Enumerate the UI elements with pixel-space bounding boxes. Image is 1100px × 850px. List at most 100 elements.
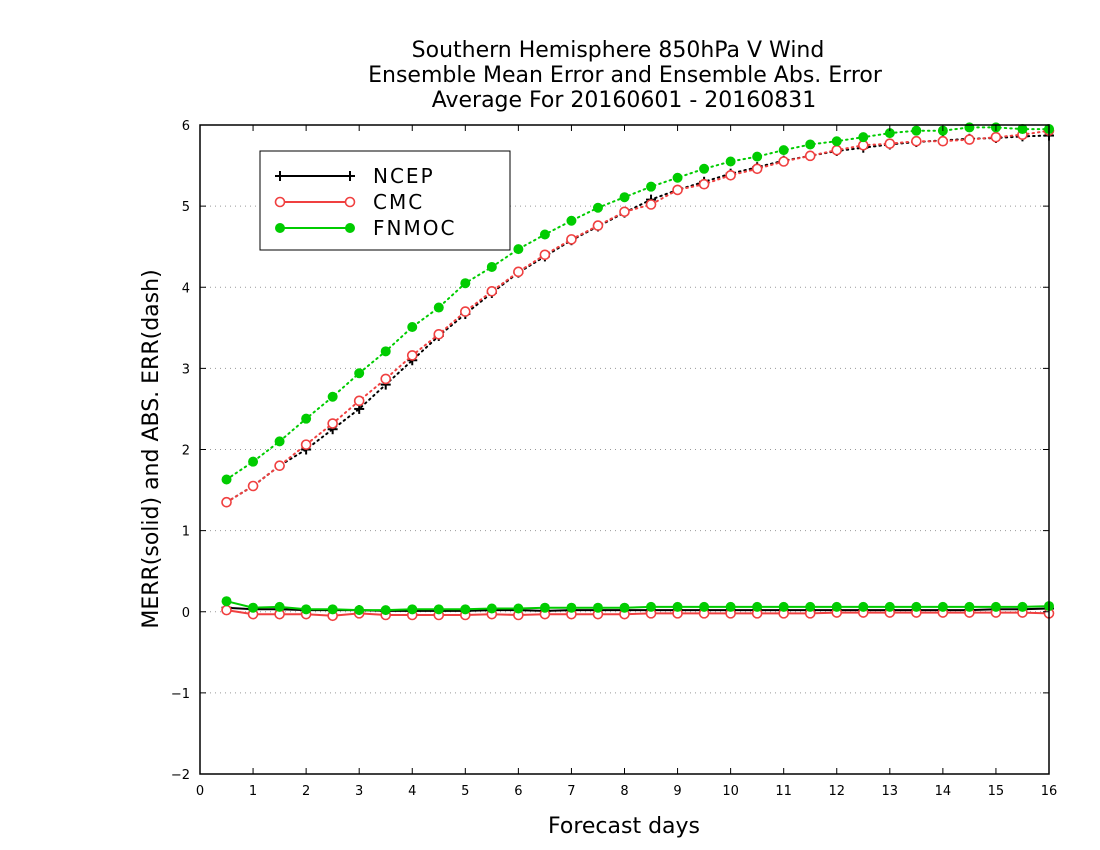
- cmc-abs-err-point: [486, 286, 498, 297]
- fnmoc-abs-err-point: [354, 368, 365, 379]
- fnmoc-merr-point: [725, 601, 736, 612]
- fnmoc-abs-err-point: [619, 192, 630, 203]
- fnmoc-abs-err-point: [699, 163, 710, 174]
- cmc-abs-err-point: [804, 150, 816, 162]
- cmc-abs-err-point: [751, 163, 763, 175]
- fnmoc-merr-point: [858, 601, 869, 612]
- y-tick-label: 6: [182, 119, 190, 134]
- x-tick-label: 6: [514, 784, 522, 799]
- fnmoc-merr-point: [884, 601, 895, 612]
- cmc-abs-err-point: [831, 144, 843, 156]
- fnmoc-merr-point: [566, 602, 577, 613]
- fnmoc-abs-err-point: [592, 202, 603, 213]
- cmc-abs-err-point: [513, 266, 524, 278]
- fnmoc-abs-err-point: [805, 139, 816, 150]
- x-tick-label: 1: [249, 784, 257, 799]
- fnmoc-abs-err-point: [646, 181, 657, 192]
- y-tick-label: −1: [171, 687, 190, 702]
- cmc-abs-err-point: [619, 206, 630, 218]
- fnmoc-merr-point: [354, 605, 365, 616]
- x-tick-label: 14: [935, 784, 952, 799]
- cmc-abs-err-point: [937, 135, 949, 147]
- y-axis-title: MERR(solid) and ABS. ERR(dash): [139, 269, 164, 628]
- fnmoc-abs-err-point: [380, 346, 391, 357]
- fnmoc-abs-err-point: [460, 278, 471, 289]
- fnmoc-merr-point: [433, 604, 444, 615]
- cmc-abs-err-point: [725, 169, 736, 181]
- cmc-abs-err-point: [539, 249, 551, 261]
- chart-title-line-1: Southern Hemisphere 850hPa V Wind: [412, 38, 825, 63]
- cmc-abs-err-point: [911, 135, 922, 147]
- cmc-abs-err-point: [460, 306, 471, 317]
- cmc-abs-err-point: [353, 395, 365, 407]
- fnmoc-abs-err-point: [752, 151, 763, 162]
- gridlines: [200, 205, 1049, 694]
- fnmoc-merr-point: [592, 602, 603, 613]
- fnmoc-abs-err-point: [327, 391, 338, 402]
- fnmoc-abs-err-point: [539, 229, 550, 240]
- cmc-abs-err-point: [990, 131, 1002, 143]
- fnmoc-merr-point: [460, 604, 471, 615]
- y-tick-label: 0: [182, 606, 190, 621]
- fnmoc-abs-err-point: [778, 145, 789, 156]
- fnmoc-merr-point: [380, 605, 391, 616]
- cmc-abs-err-point: [645, 199, 657, 210]
- fnmoc-abs-err-point: [566, 215, 577, 226]
- x-tick-label: 16: [1041, 784, 1058, 799]
- x-tick-label: 9: [673, 784, 681, 799]
- y-tick-label: −2: [171, 768, 190, 783]
- fnmoc-merr-point: [407, 604, 418, 615]
- cmc-abs-err-point: [592, 220, 604, 231]
- fnmoc-merr-point: [248, 602, 259, 613]
- legend-box: [259, 150, 511, 251]
- x-tick-label: 5: [461, 784, 469, 799]
- cmc-abs-err-point: [380, 373, 392, 385]
- fnmoc-merr-point: [221, 596, 232, 607]
- fnmoc-merr-point: [699, 601, 710, 612]
- legend-label-ncep: NCEP: [373, 164, 435, 188]
- x-tick-label: 11: [775, 784, 792, 799]
- y-tick-label: 5: [182, 200, 190, 215]
- fnmoc-abs-err-point: [486, 261, 497, 272]
- fnmoc-merr-point: [1017, 601, 1028, 612]
- cmc-abs-err-point: [221, 496, 232, 508]
- cmc-abs-err-point: [406, 350, 418, 361]
- fnmoc-merr-point: [327, 604, 338, 615]
- x-tick-label: 7: [567, 784, 575, 799]
- x-tick-label: 2: [302, 784, 310, 799]
- x-tick-label: 15: [988, 784, 1005, 799]
- fnmoc-merr-point: [646, 601, 657, 612]
- x-tick-label: 10: [722, 784, 739, 799]
- cmc-abs-err-point: [327, 418, 338, 429]
- fnmoc-merr-point: [513, 603, 524, 614]
- fnmoc-merr-point: [274, 601, 285, 612]
- fnmoc-merr-point: [964, 601, 975, 612]
- y-tick-label: 3: [182, 362, 190, 377]
- x-tick-label: 13: [882, 784, 899, 799]
- fnmoc-abs-err-point: [1017, 124, 1028, 135]
- fnmoc-abs-err-point: [433, 302, 444, 313]
- fnmoc-merr-point: [672, 601, 683, 612]
- legend-item-ncep: NCEP: [275, 164, 435, 188]
- y-tick-label: 2: [182, 444, 190, 459]
- cmc-abs-err-point: [672, 184, 683, 196]
- cmc-abs-err-point: [566, 234, 577, 245]
- fnmoc-abs-err-point: [407, 322, 418, 333]
- fnmoc-abs-err-point: [221, 474, 232, 485]
- legend-label-fnmoc: FNMOC: [373, 216, 456, 240]
- chart-title-line-3: Average For 20160601 - 20160831: [432, 88, 817, 113]
- fnmoc-abs-err-point: [248, 456, 259, 467]
- fnmoc-merr-point: [752, 601, 763, 612]
- fnmoc-merr-point: [778, 601, 789, 612]
- chart-title-line-2: Ensemble Mean Error and Ensemble Abs. Er…: [368, 63, 883, 88]
- fnmoc-merr-point: [539, 602, 550, 613]
- legend-marker-cmc: [274, 196, 286, 208]
- y-tick-label: 4: [182, 281, 190, 296]
- legend-label-cmc: CMC: [373, 190, 424, 214]
- series-fnmoc: [221, 122, 1054, 616]
- fnmoc-abs-err-point: [725, 156, 736, 167]
- legend-marker-ncep: [275, 171, 285, 181]
- fnmoc-abs-err-point: [513, 244, 524, 255]
- legend-marker-fnmoc: [275, 223, 285, 233]
